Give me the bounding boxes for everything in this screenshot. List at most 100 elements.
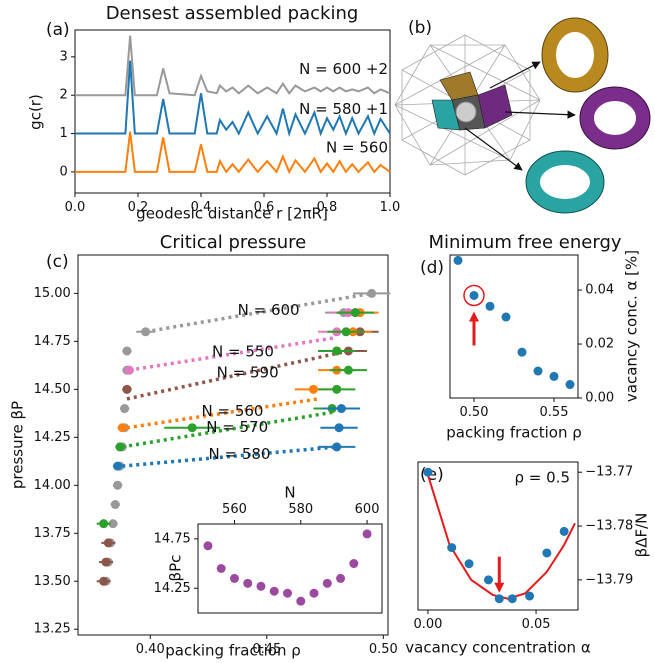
series-label: N = 550 [212, 342, 274, 360]
page: {"chart_data": [ {"type": "line", "panel… [0, 0, 655, 663]
data-point [351, 308, 360, 317]
data-point [363, 529, 372, 538]
data-point [349, 559, 358, 568]
x-axis-label: N [284, 484, 295, 502]
series-label: N = 600 [238, 301, 300, 319]
data-point [525, 592, 534, 601]
data-point [122, 346, 131, 355]
data-point [518, 348, 527, 357]
y-tick-label: 15.00 [34, 286, 71, 301]
annotation: ρ = 0.5 [515, 469, 570, 487]
data-point [111, 500, 120, 509]
y-tick-label: 0.04 [585, 283, 614, 298]
y-tick-label: 0 [60, 164, 68, 179]
y-tick-label: 14.00 [34, 478, 71, 493]
data-point [101, 558, 110, 567]
data-point [486, 302, 495, 311]
y-axis-label: βPc [167, 555, 185, 582]
data-point [256, 582, 265, 591]
data-point [502, 313, 511, 322]
y-tick-label: −13.77 [585, 465, 633, 480]
y-tick-label: 13.50 [34, 574, 71, 589]
data-point [115, 442, 124, 451]
data-point [342, 327, 351, 336]
y-tick-label: 14.25 [34, 430, 71, 445]
x-axis-label: vacancy concentration α [405, 639, 591, 657]
y-tick-label: 14.50 [34, 382, 71, 397]
data-point [335, 423, 344, 432]
series-label: N = 570 [206, 418, 268, 436]
x-tick-label: 0.55 [540, 405, 569, 420]
y-axis-label: βΔF/N [633, 513, 651, 558]
y-tick-label: 3 [60, 49, 68, 64]
x-tick-label: 0.05 [522, 617, 551, 632]
plot-area [450, 255, 578, 398]
data-point [270, 587, 279, 596]
panel-label: (b) [408, 18, 432, 38]
data-point [118, 423, 127, 432]
x-tick-label: 0.50 [369, 642, 398, 657]
data-point [243, 579, 252, 588]
data-point [508, 594, 517, 603]
data-point [332, 385, 341, 394]
data-point [104, 538, 113, 547]
panel-label: (a) [46, 20, 70, 40]
data-point [120, 404, 129, 413]
x-tick-label: 0.50 [460, 405, 489, 420]
data-point [534, 367, 543, 376]
figure: (b) 0.00.20.40.60.81.00123Densest assemb… [0, 0, 655, 663]
data-point [217, 564, 226, 573]
x-tick-label: 600 [355, 502, 380, 517]
data-point [323, 579, 332, 588]
data-point [125, 366, 134, 375]
data-point [188, 423, 197, 432]
data-point [337, 404, 346, 413]
data-point [495, 594, 504, 603]
fit-line [428, 475, 575, 599]
highlight-arrowhead [494, 583, 504, 593]
data-point [454, 256, 463, 265]
x-tick-label: 560 [222, 502, 247, 517]
data-point [113, 462, 122, 471]
x-tick-label: 0.0 [65, 200, 86, 215]
data-point [423, 468, 432, 477]
data-point [332, 346, 341, 355]
data-point [203, 541, 212, 550]
series-label: N = 560 [202, 402, 264, 420]
y-tick-label: −13.78 [585, 519, 633, 534]
highlight-arrowhead [469, 311, 479, 321]
y-tick-label: 0.02 [585, 337, 614, 352]
y-tick-label: 2 [60, 88, 68, 103]
panel-label: (c) [46, 252, 69, 272]
panel-label: (e) [420, 465, 444, 485]
chart-title: Minimum free energy [428, 232, 621, 253]
data-point [99, 577, 108, 586]
y-tick-label: 1 [60, 126, 68, 141]
data-point [344, 366, 353, 375]
data-point [122, 385, 131, 394]
data-point [470, 291, 479, 300]
series-label: N = 590 [217, 363, 279, 381]
data-point [465, 559, 474, 568]
x-axis-label: geodesic distance r [2πR] [136, 205, 328, 223]
series-label: N = 580 [209, 445, 271, 463]
y-tick-label: 14.25 [154, 581, 191, 596]
x-tick-label: 0.40 [136, 642, 165, 657]
y-tick-label: −13.79 [585, 572, 633, 587]
data-point [296, 597, 305, 606]
series-label: N = 560 [326, 138, 388, 156]
x-tick-label: 1.0 [380, 200, 401, 215]
data-point [332, 442, 341, 451]
series-label: N = 600 +2 [299, 60, 388, 78]
data-point [336, 574, 345, 583]
data-point [484, 575, 493, 584]
data-point [367, 289, 376, 298]
y-axis-label: pressure βP [9, 401, 27, 489]
x-tick-label: 0.00 [413, 617, 442, 632]
x-tick-label: 580 [288, 502, 313, 517]
data-point [141, 327, 150, 336]
panel-label: (d) [420, 258, 444, 278]
y-tick-label: 13.25 [34, 622, 71, 637]
y-axis-label: gc(r) [27, 94, 45, 130]
data-point [310, 589, 319, 598]
